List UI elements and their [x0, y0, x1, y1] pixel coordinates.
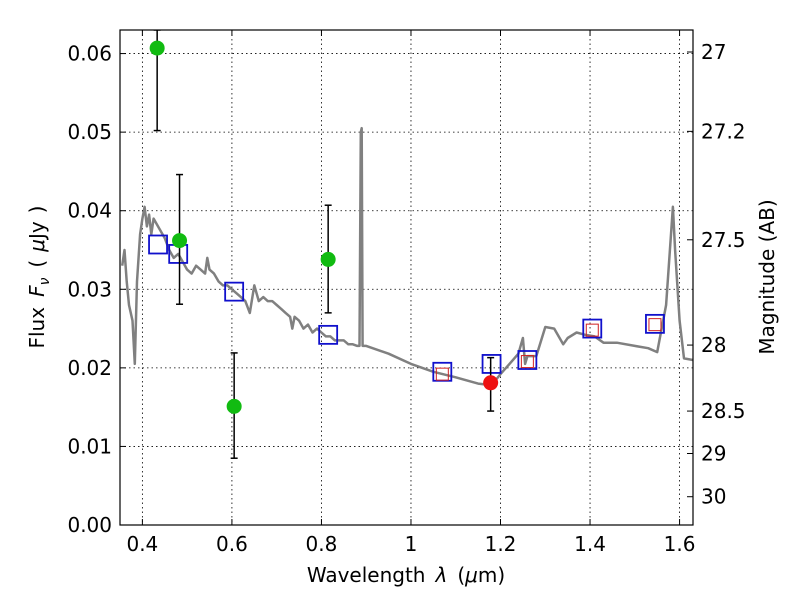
data-point-circle [149, 40, 165, 56]
y-tick-label: 0.04 [67, 199, 112, 223]
data-point-circle [226, 398, 242, 414]
y-tick-label: 0.02 [67, 356, 112, 380]
red-square-marker [585, 323, 599, 337]
blue-square-marker [582, 318, 603, 339]
y-tick-label: 0.03 [67, 277, 112, 301]
blue-square-marker [517, 350, 538, 370]
y2-tick-label: 27.2 [701, 119, 746, 143]
x-tick-label: 1.2 [485, 532, 517, 556]
blue-square-marker [432, 361, 453, 382]
y2-tick-label: 30 [701, 485, 726, 509]
plot-clip-group [120, 30, 693, 459]
red-square-marker [648, 318, 662, 332]
spectrum-line [120, 126, 693, 387]
x-tick-label: 1.4 [574, 532, 606, 556]
blue-square-marker [481, 354, 502, 374]
y2-tick-label: 29 [701, 442, 726, 466]
plot-frame [119, 29, 694, 526]
blue-square-marker [148, 234, 168, 255]
x-tick-label: 1.6 [664, 532, 696, 556]
red-square-marker [520, 355, 534, 369]
blue-square-marker [318, 324, 339, 345]
y-tick-label: 0.05 [67, 120, 112, 144]
grid-lines [120, 30, 693, 526]
y-tick-label: 0.00 [67, 513, 112, 537]
y-axis-title: FluxFν(μJy) [25, 205, 53, 348]
data-point-circle [172, 233, 188, 249]
x-tick-label: 0.8 [306, 532, 338, 556]
y2-tick-label: 28 [701, 333, 726, 357]
x-tick-label: 0.4 [126, 532, 158, 556]
plot-area [120, 30, 693, 459]
y-tick-label: 0.06 [67, 42, 112, 66]
x-axis-title: Wavelength λ (μm) [307, 563, 505, 587]
y2-axis-ticks: 27 27.2 27.5 28 28.5 29 30 [687, 40, 746, 509]
x-tick-label: 0.6 [216, 532, 248, 556]
red-square-marker [435, 367, 449, 381]
data-point-circle [483, 375, 499, 391]
y2-tick-label: 27 [701, 40, 726, 64]
x-axis-ticks: 0.4 0.6 0.8 1 1.2 1.4 1.6 [126, 30, 695, 556]
y2-axis-title: Magnitude (AB) [755, 199, 779, 354]
y-axis-ticks: 0.00 0.01 0.02 0.03 0.04 0.05 0.06 [67, 42, 126, 537]
x-tick-label: 1 [405, 532, 418, 556]
y-tick-label: 0.01 [67, 434, 112, 458]
blue-square-marker [645, 313, 665, 334]
data-point-circle [320, 251, 336, 267]
blue-square-marker [224, 281, 245, 302]
y2-tick-label: 28.5 [701, 399, 746, 423]
y2-tick-label: 27.5 [701, 228, 746, 252]
